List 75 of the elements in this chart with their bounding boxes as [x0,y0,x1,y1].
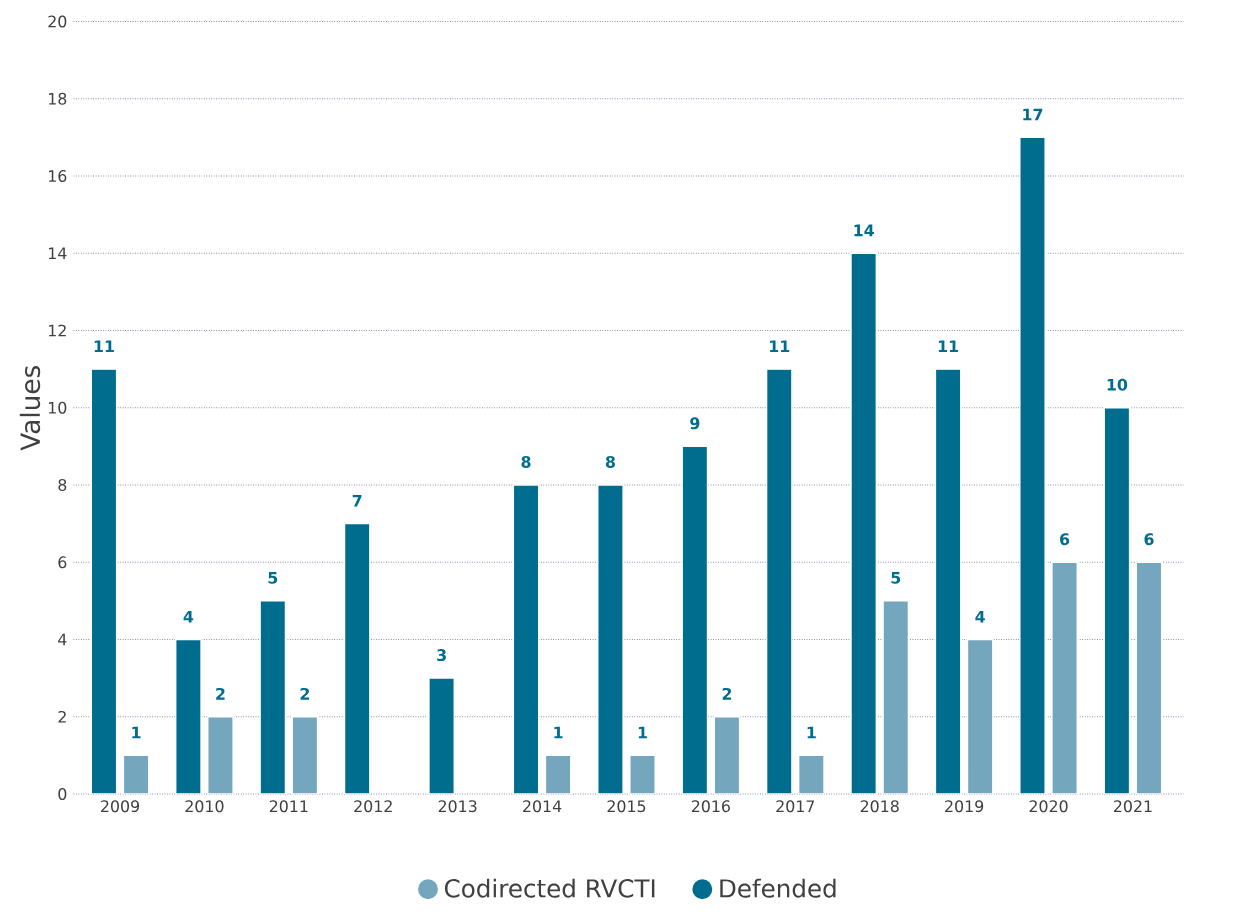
bar [90,368,118,794]
data-label: 4 [975,610,985,623]
bar [797,754,825,794]
data-label: 11 [938,340,959,353]
bar [629,754,656,794]
x-tick-label: 2019 [945,800,984,813]
legend-label: Defended [720,878,836,898]
y-tick-label: 14 [48,247,67,260]
bar [966,638,994,794]
y-tick-label: 18 [48,92,67,105]
x-tick-label: 2014 [523,800,562,813]
bar [765,368,793,794]
bar [882,600,910,794]
data-label: 1 [132,726,141,739]
y-axis-title: Values [19,365,41,451]
bar [597,484,624,794]
data-label: 1 [554,726,563,739]
x-tick-label: 2015 [607,800,646,813]
y-tick-label: 6 [58,556,67,569]
bar [259,600,287,794]
x-tick-label: 2016 [691,800,731,813]
data-label: 10 [1107,378,1128,391]
bar [343,522,371,794]
bar [207,716,234,794]
x-tick-label: 2017 [776,800,815,813]
y-tick-label: 12 [48,324,66,337]
y-tick-label: 0 [58,788,67,800]
y-tick-label: 10 [48,401,67,414]
bar [1051,561,1078,794]
bar [850,252,878,794]
data-label: 2 [216,687,225,700]
data-label: 17 [1023,108,1043,121]
x-tick-label: 2020 [1029,800,1068,813]
data-label: 5 [891,572,901,584]
data-label: 14 [854,224,874,237]
data-label: 5 [268,572,278,584]
x-tick-label: 2011 [269,800,308,813]
bar [544,754,572,794]
x-tick-label: 2010 [185,800,224,813]
data-label: 4 [183,610,194,623]
data-label: 9 [690,417,700,430]
data-label: 3 [437,649,446,662]
bar [1103,407,1131,794]
data-label: 8 [521,455,531,468]
x-tick-label: 2012 [354,800,392,813]
x-tick-label: 2009 [101,800,140,813]
x-tick-label: 2021 [1113,800,1152,813]
data-label: 7 [352,495,362,507]
bar [934,368,962,794]
y-tick-label: 4 [58,633,67,646]
bar [1019,136,1046,794]
data-label: 2 [300,687,310,700]
data-label: 2 [722,687,732,700]
y-tick-label: 2 [58,710,66,723]
bar [291,716,319,794]
bar [713,716,741,794]
data-label: 6 [1060,533,1070,546]
data-label: 11 [770,340,790,353]
data-label: 11 [94,340,114,353]
bar [122,754,150,794]
bar [1135,561,1163,794]
legend-label: Codirected RVCTI [444,878,655,898]
y-tick-label: 8 [58,479,67,491]
y-tick-label: 20 [48,15,67,28]
bar [681,445,709,794]
data-label: 8 [605,455,615,468]
data-label: 6 [1144,533,1154,546]
bar [512,484,540,794]
y-tick-label: 16 [48,170,67,182]
x-tick-label: 2018 [860,800,899,813]
data-label: 1 [638,726,647,739]
bar [175,638,202,794]
data-label: 1 [807,726,816,739]
x-tick-label: 2013 [438,800,477,813]
bar [428,677,455,794]
